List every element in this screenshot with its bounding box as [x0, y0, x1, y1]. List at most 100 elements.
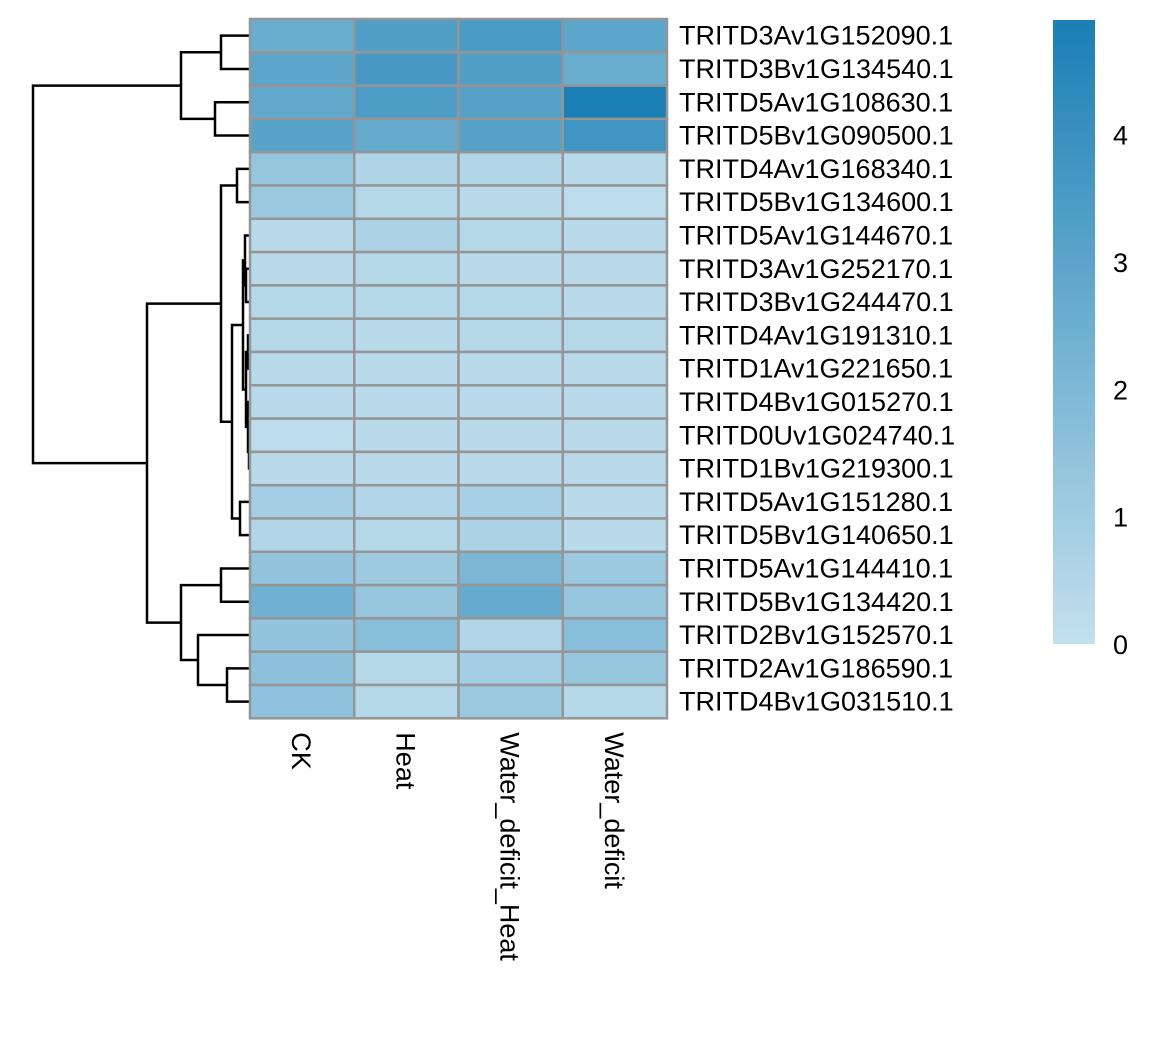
heatmap-cell — [248, 384, 356, 420]
heatmap-cell — [561, 250, 669, 287]
row-label: TRITD3Av1G252170.1 — [679, 254, 953, 284]
heatmap-cell — [248, 683, 356, 720]
heatmap-cell — [248, 483, 356, 520]
heatmap-cell — [353, 583, 460, 620]
row-label: TRITD3Bv1G244470.1 — [679, 287, 954, 317]
heatmap-cell — [248, 550, 356, 587]
column-label: Heat — [390, 732, 420, 790]
row-label: TRITD1Bv1G219300.1 — [679, 454, 954, 484]
row-label: TRITD5Av1G144670.1 — [679, 220, 953, 250]
heatmap-cell — [353, 317, 460, 354]
heatmap-cell — [561, 617, 669, 653]
row-label: TRITD4Av1G168340.1 — [679, 154, 953, 184]
heatmap-cell — [248, 117, 356, 154]
heatmap-cell — [457, 517, 564, 554]
heatmap-cell — [248, 583, 356, 620]
heatmap-cell — [561, 583, 669, 620]
heatmap-cell — [248, 650, 356, 687]
heatmap-cell — [457, 650, 564, 687]
heatmap-cell — [561, 450, 669, 487]
heatmap-cell — [457, 150, 564, 187]
heatmap-cell — [457, 550, 564, 587]
heatmap-cell — [353, 384, 460, 420]
heatmap-cell — [457, 117, 564, 154]
heatmap-cell — [353, 617, 460, 653]
heatmap-cell — [353, 17, 460, 54]
heatmap-cell — [561, 483, 669, 520]
legend-color-bar — [1053, 20, 1095, 644]
heatmap-cell — [457, 284, 564, 320]
heatmap-cell — [353, 450, 460, 487]
legend-tick-label: 3 — [1113, 248, 1128, 278]
heatmap-cell — [248, 84, 356, 121]
legend-tick-label: 2 — [1113, 375, 1128, 405]
dendrogram-link — [145, 302, 221, 624]
row-label: TRITD4Av1G191310.1 — [679, 320, 953, 350]
heatmap-cell — [353, 683, 460, 720]
dendrogram-link — [219, 34, 250, 71]
column-label: Water_deficit — [599, 732, 629, 889]
heatmap-cell — [561, 217, 669, 254]
dendrogram-link — [230, 323, 243, 520]
heatmap-cell — [561, 650, 669, 687]
heatmap-cell — [561, 150, 669, 187]
heatmap-cell — [561, 417, 669, 454]
heatmap-cell — [561, 517, 669, 554]
row-label: TRITD5Bv1G134420.1 — [679, 587, 954, 617]
legend-tick-label: 1 — [1113, 503, 1128, 533]
heatmap-cell — [248, 450, 356, 487]
heatmap-cell — [561, 117, 669, 154]
heatmap-cell — [353, 483, 460, 520]
heatmap-cell — [561, 17, 669, 54]
heatmap-cell — [457, 317, 564, 354]
heatmap-cell — [248, 150, 356, 187]
column-labels: CK Heat Water_deficit_Heat Water_deficit — [286, 732, 629, 961]
heatmap-cell — [248, 317, 356, 354]
heatmap-cell — [561, 84, 669, 121]
heatmap-cell — [561, 184, 669, 221]
heatmap-cell — [353, 84, 460, 121]
row-label: TRITD5Av1G108630.1 — [679, 87, 953, 117]
heatmap-cell — [353, 217, 460, 254]
heatmap-cell — [561, 384, 669, 420]
heatmap-cell — [353, 517, 460, 554]
heatmap-cell — [248, 417, 356, 454]
heatmap-cell — [457, 350, 564, 387]
heatmap-cell — [457, 417, 564, 454]
heatmap-cell — [457, 51, 564, 87]
heatmap-cell — [353, 150, 460, 187]
heatmap-cell — [457, 483, 564, 520]
row-label: TRITD3Av1G152090.1 — [679, 21, 953, 51]
heatmap-cell — [561, 683, 669, 720]
row-label: TRITD4Bv1G031510.1 — [679, 687, 954, 717]
heatmap-cell — [248, 184, 356, 221]
row-label: TRITD2Av1G186590.1 — [679, 653, 953, 683]
heatmap-cell — [457, 450, 564, 487]
dendrogram-link — [235, 167, 250, 204]
dendrogram-link — [213, 101, 250, 137]
heatmap-cell — [248, 51, 356, 87]
heatmap-cell — [353, 350, 460, 387]
dendrogram-link — [196, 633, 250, 687]
heatmap-cell — [561, 317, 669, 354]
dendrogram-link — [219, 184, 237, 423]
heatmap-cell — [248, 17, 356, 54]
heatmap-cell — [457, 683, 564, 720]
row-label: TRITD5Av1G144410.1 — [679, 553, 953, 583]
heatmap-cell — [457, 384, 564, 420]
heatmap-cells — [248, 17, 669, 720]
heatmap-cell — [457, 84, 564, 121]
heatmap-cell — [353, 250, 460, 287]
heatmap-cell — [353, 284, 460, 320]
dendrogram-link — [238, 500, 250, 537]
heatmap-cell — [561, 350, 669, 387]
heatmap-cell — [248, 217, 356, 254]
legend-tick-label: 0 — [1113, 630, 1128, 660]
heatmap-cell — [457, 250, 564, 287]
row-label: TRITD5Bv1G090500.1 — [679, 121, 954, 151]
heatmap-cell — [248, 617, 356, 653]
heatmap-cell — [457, 184, 564, 221]
heatmap-cell — [353, 51, 460, 87]
column-label: Water_deficit_Heat — [495, 732, 525, 961]
heatmap-cell — [561, 550, 669, 587]
